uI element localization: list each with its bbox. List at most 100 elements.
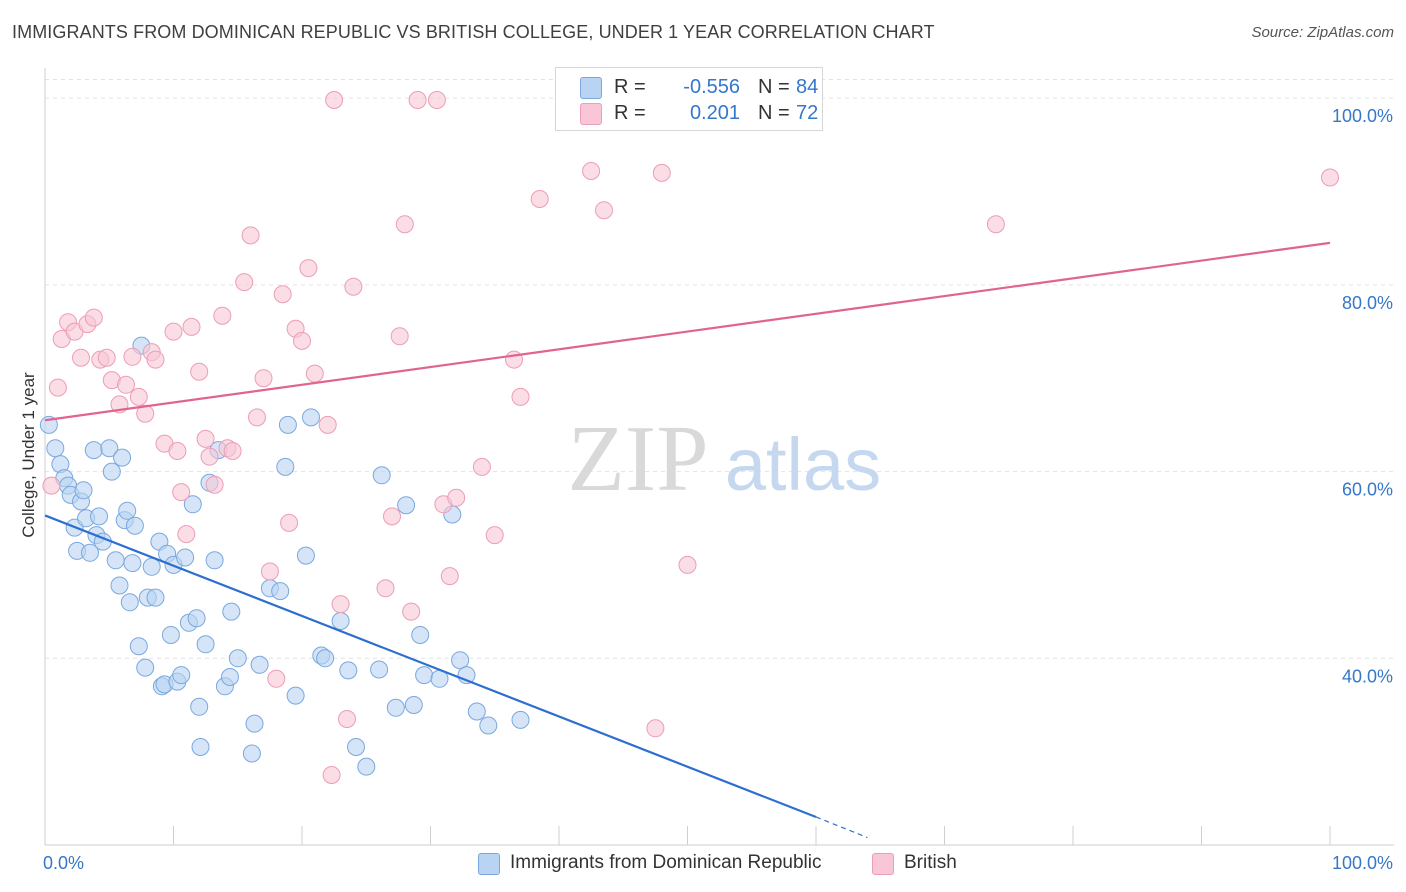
point-british <box>318 415 337 434</box>
point-dominican <box>404 696 423 714</box>
point-british <box>164 322 183 341</box>
point-dominican <box>331 612 350 630</box>
point-british <box>177 525 196 544</box>
point-dominican <box>123 554 142 573</box>
point-british <box>273 285 292 304</box>
point-british <box>472 457 491 476</box>
point-british <box>97 348 116 367</box>
y-tick-label: 60.0% <box>1342 480 1393 500</box>
legend-n-label: N = <box>758 102 790 124</box>
legend-series-name: British <box>904 852 957 873</box>
legend-series-name: Immigrants from Dominican Republic <box>510 852 822 873</box>
point-dominican <box>372 466 391 485</box>
point-british <box>402 602 421 621</box>
series-british-points <box>42 89 1339 784</box>
trend-line-dominican-extension <box>815 816 868 839</box>
y-tick-label: 100.0% <box>1332 106 1393 126</box>
legend-r-label: R = <box>614 102 646 124</box>
stats-legend: R = -0.556 N = 84 R = 0.201 N = 72 <box>555 67 823 131</box>
point-british <box>260 562 279 581</box>
axes <box>44 68 1394 846</box>
point-dominican <box>187 609 206 628</box>
point-dominican <box>205 551 224 570</box>
point-british <box>299 259 318 278</box>
point-dominican <box>479 716 498 735</box>
point-british <box>146 350 165 369</box>
trend-lines <box>44 241 1331 839</box>
series-dominican-points <box>39 336 530 776</box>
point-british <box>293 331 311 350</box>
point-dominican <box>511 710 530 729</box>
point-british <box>172 483 191 502</box>
point-dominican <box>250 655 269 674</box>
point-dominican <box>142 557 161 576</box>
y-axis-label: College, Under 1 year <box>19 372 38 538</box>
point-british <box>427 91 446 109</box>
legend-r-value: -0.556 <box>683 76 740 98</box>
chart-title: IMMIGRANTS FROM DOMINICAN REPUBLIC VS BR… <box>12 22 935 42</box>
point-british <box>280 513 299 532</box>
point-dominican <box>190 697 209 716</box>
grid-lines <box>45 79 1394 659</box>
point-dominican <box>84 441 103 460</box>
legend-n-label: N = <box>758 76 790 98</box>
point-dominican <box>222 602 241 621</box>
trend-line-dominican <box>44 514 817 819</box>
point-dominican <box>113 448 132 467</box>
legend-r-label: R = <box>614 76 646 98</box>
point-dominican <box>411 626 430 644</box>
point-british <box>511 387 530 406</box>
point-dominican <box>146 588 165 607</box>
point-british <box>168 442 187 460</box>
point-british <box>344 277 363 296</box>
point-dominican <box>451 651 470 670</box>
point-british <box>395 215 414 234</box>
point-dominican <box>191 738 210 756</box>
point-british <box>190 362 209 381</box>
point-british <box>182 317 201 336</box>
point-dominican <box>347 738 365 756</box>
point-british <box>72 348 90 367</box>
point-british <box>42 476 61 495</box>
point-dominican <box>74 481 93 500</box>
point-british <box>1321 168 1339 187</box>
point-dominican <box>357 757 376 776</box>
point-dominican <box>136 658 155 677</box>
legend-r-value: 0.201 <box>689 102 740 124</box>
point-dominican <box>415 666 434 685</box>
point-british <box>196 429 215 448</box>
point-british <box>447 488 466 507</box>
point-british <box>383 507 401 526</box>
point-dominican <box>172 666 191 685</box>
point-dominican <box>271 582 290 601</box>
point-british <box>241 226 260 245</box>
point-british <box>48 378 67 397</box>
point-british <box>652 163 671 182</box>
point-dominican <box>110 576 129 595</box>
legend-swatch-blue <box>478 853 500 875</box>
point-dominican <box>125 516 144 535</box>
point-dominican <box>276 457 295 476</box>
point-british <box>338 710 356 728</box>
point-british <box>408 91 427 109</box>
point-dominican <box>102 462 121 481</box>
point-british <box>200 447 219 466</box>
point-british <box>986 215 1005 234</box>
point-dominican <box>242 744 261 763</box>
point-british <box>305 364 324 383</box>
point-dominican <box>183 495 202 514</box>
point-dominican <box>106 551 125 570</box>
point-british <box>117 375 135 394</box>
legend-n-value: 72 <box>796 102 819 124</box>
point-dominican <box>228 649 247 668</box>
point-british <box>440 567 459 586</box>
point-british <box>331 595 350 614</box>
point-dominican <box>120 593 139 612</box>
tick-labels: 40.0% 60.0% 80.0% 100.0% 0.0% 100.0% <box>43 106 1393 873</box>
point-dominican <box>90 507 108 526</box>
point-british <box>322 766 341 784</box>
point-dominican <box>302 408 320 427</box>
point-british <box>325 91 344 109</box>
x-tick-label: 0.0% <box>43 853 84 873</box>
point-british <box>213 306 232 325</box>
